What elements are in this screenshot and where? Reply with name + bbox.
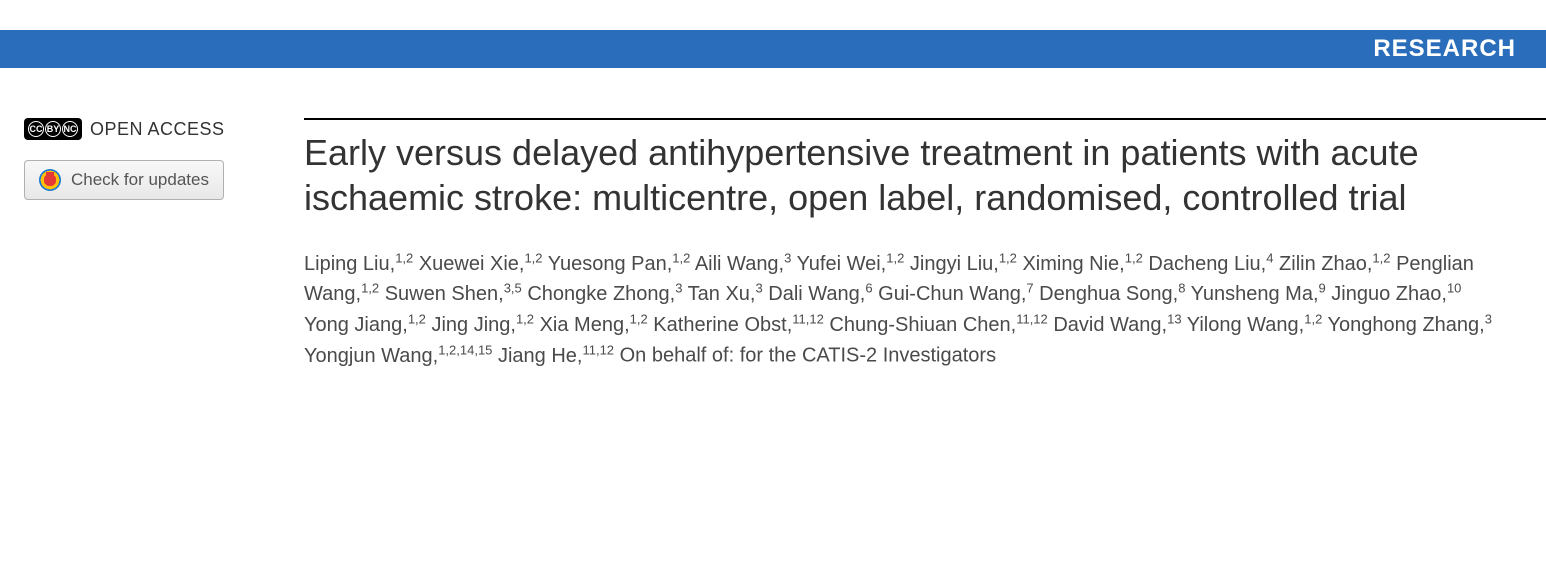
crossmark-icon: [39, 169, 61, 191]
author: Xuewei Xie,1,2: [419, 253, 543, 275]
author: Yongjun Wang,1,2,14,15: [304, 345, 492, 367]
author-affiliation: 1,2: [408, 311, 426, 326]
author: Katherine Obst,11,12: [653, 314, 824, 336]
section-banner: RESEARCH: [0, 30, 1546, 68]
behalf-text: On behalf of: for the CATIS-2 Investigat…: [620, 345, 996, 367]
author-affiliation: 1,2: [1372, 250, 1390, 265]
cc-icon: CC: [28, 121, 44, 137]
author-affiliation: 9: [1319, 281, 1326, 296]
author: Dali Wang,6: [768, 283, 872, 305]
author: Tan Xu,3: [688, 283, 763, 305]
author-affiliation: 3: [675, 281, 682, 296]
content-wrapper: CC BY NC OPEN ACCESS Check for updates E…: [0, 118, 1546, 371]
banner-label: RESEARCH: [1373, 35, 1516, 63]
author-affiliation: 11,12: [1016, 311, 1048, 326]
author-affiliation: 1,2: [395, 250, 413, 265]
author: Yong Jiang,1,2: [304, 314, 426, 336]
cc-license-icon: CC BY NC: [24, 118, 82, 140]
author: Yilong Wang,1,2: [1187, 314, 1323, 336]
author: Xia Meng,1,2: [540, 314, 648, 336]
author: Ximing Nie,1,2: [1022, 253, 1142, 275]
author-affiliation: 7: [1026, 281, 1033, 296]
author-affiliation: 4: [1266, 250, 1273, 265]
author: Aili Wang,3: [695, 253, 792, 275]
check-updates-label: Check for updates: [71, 170, 209, 190]
author: Jing Jing,1,2: [431, 314, 534, 336]
author-affiliation: 1,2,14,15: [438, 342, 492, 357]
author: Zilin Zhao,1,2: [1279, 253, 1390, 275]
author: Yunsheng Ma,9: [1191, 283, 1326, 305]
open-access-label: OPEN ACCESS: [90, 119, 225, 140]
author-affiliation: 3: [784, 250, 791, 265]
author: Jinguo Zhao,10: [1331, 283, 1461, 305]
author: Liping Liu,1,2: [304, 253, 413, 275]
author-affiliation: 3: [1485, 311, 1492, 326]
author: Suwen Shen,3,5: [385, 283, 522, 305]
sidebar: CC BY NC OPEN ACCESS Check for updates: [24, 118, 304, 371]
author: Yonghong Zhang,3: [1328, 314, 1492, 336]
author-affiliation: 11,12: [582, 342, 614, 357]
article-main: Early versus delayed antihypertensive tr…: [304, 118, 1546, 371]
author: Dacheng Liu,4: [1148, 253, 1273, 275]
author-affiliation: 1,2: [516, 311, 534, 326]
author-affiliation: 1,2: [630, 311, 648, 326]
author: Chung-Shiuan Chen,11,12: [829, 314, 1047, 336]
nc-icon: NC: [62, 121, 78, 137]
author: David Wang,13: [1053, 314, 1181, 336]
author: Jingyi Liu,1,2: [910, 253, 1017, 275]
author: Denghua Song,8: [1039, 283, 1185, 305]
author-affiliation: 1,2: [361, 281, 379, 296]
article-title: Early versus delayed antihypertensive tr…: [304, 130, 1506, 220]
author-affiliation: 11,12: [792, 311, 824, 326]
author-affiliation: 1,2: [1304, 311, 1322, 326]
author-affiliation: 1,2: [1125, 250, 1143, 265]
author-affiliation: 10: [1447, 281, 1461, 296]
author-affiliation: 3,5: [504, 281, 522, 296]
author-affiliation: 6: [865, 281, 872, 296]
author: Gui-Chun Wang,7: [878, 283, 1033, 305]
author-affiliation: 8: [1178, 281, 1185, 296]
open-access-badge: CC BY NC OPEN ACCESS: [24, 118, 284, 140]
author: Yuesong Pan,1,2: [548, 253, 691, 275]
author-affiliation: 3: [755, 281, 762, 296]
by-icon: BY: [45, 121, 61, 137]
author-affiliation: 1,2: [999, 250, 1017, 265]
author-affiliation: 13: [1167, 311, 1181, 326]
author-affiliation: 1,2: [886, 250, 904, 265]
author: Yufei Wei,1,2: [797, 253, 905, 275]
author-affiliation: 1,2: [672, 250, 690, 265]
author: Jiang He,11,12: [498, 345, 614, 367]
check-updates-button[interactable]: Check for updates: [24, 160, 224, 200]
author-affiliation: 1,2: [524, 250, 542, 265]
author-list: Liping Liu,1,2 Xuewei Xie,1,2 Yuesong Pa…: [304, 248, 1506, 371]
author: Chongke Zhong,3: [527, 283, 682, 305]
